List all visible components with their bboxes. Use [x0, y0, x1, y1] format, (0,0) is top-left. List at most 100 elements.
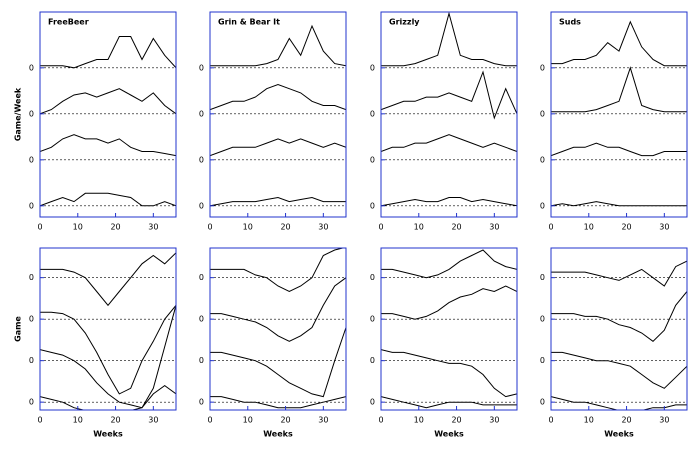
panel [381, 250, 517, 408]
series-line [381, 72, 517, 118]
x-tick-label: 20 [621, 416, 631, 425]
y-tick-label: 0 [370, 398, 375, 407]
series-line [551, 352, 687, 388]
series-line [551, 68, 687, 112]
series-line [40, 89, 176, 114]
x-tick-label: 10 [243, 223, 253, 232]
y-tick-label: 0 [540, 398, 545, 407]
series-line [551, 143, 687, 156]
chart: 00000102030FreeBeerGame/Week00000102030G… [0, 0, 694, 466]
y-tick-label: 0 [540, 356, 545, 365]
y-tick-label: 0 [199, 356, 204, 365]
series-line [40, 386, 176, 414]
x-tick-label: 20 [280, 416, 290, 425]
panel-frame [381, 12, 517, 217]
y-tick-label: 0 [199, 315, 204, 324]
series-line [210, 85, 346, 110]
x-tick-label: 30 [148, 416, 158, 425]
y-tick-label: 0 [370, 155, 375, 164]
panel-frame [210, 248, 346, 410]
x-tick-label: 20 [621, 223, 631, 232]
panel [210, 26, 346, 206]
series-line [381, 286, 517, 319]
y-tick-label: 0 [199, 201, 204, 210]
series-line [551, 292, 687, 342]
x-tick-label: 30 [659, 416, 669, 425]
panel [40, 253, 176, 413]
x-tick-label: 10 [584, 223, 594, 232]
y-tick-label: 0 [370, 356, 375, 365]
y-tick-label: 0 [540, 315, 545, 324]
series-line [210, 198, 346, 206]
x-tick-label: 0 [207, 223, 212, 232]
x-tick-label: 10 [73, 416, 83, 425]
panel [210, 247, 346, 408]
x-tick-label: 30 [489, 223, 499, 232]
series-line [40, 253, 176, 305]
y-tick-label: 0 [370, 63, 375, 72]
panel-frame [381, 248, 517, 410]
x-tick-label: 30 [659, 223, 669, 232]
panel [551, 22, 687, 206]
y-tick-label: 0 [29, 109, 34, 118]
series-line [40, 37, 176, 68]
x-tick-label: 20 [110, 223, 120, 232]
y-tick-label: 0 [199, 398, 204, 407]
series-line [381, 198, 517, 206]
x-tick-label: 0 [37, 416, 42, 425]
panel [40, 37, 176, 206]
panel-frame [551, 12, 687, 217]
series-line [551, 261, 687, 286]
y-tick-label: 0 [199, 109, 204, 118]
panel-frame [40, 248, 176, 410]
panel-title: FreeBeer [48, 18, 89, 27]
x-tick-label: 0 [207, 416, 212, 425]
x-tick-label: 0 [378, 223, 383, 232]
panel [551, 261, 687, 410]
x-tick-label: 0 [378, 416, 383, 425]
panel-frame [210, 12, 346, 217]
y-axis-label: Game/Week [14, 87, 23, 141]
x-tick-label: 30 [148, 223, 158, 232]
x-tick-label: 0 [548, 416, 553, 425]
y-tick-label: 0 [540, 155, 545, 164]
y-tick-label: 0 [540, 109, 545, 118]
series-line [40, 193, 176, 206]
series-line [210, 328, 346, 397]
y-tick-label: 0 [29, 201, 34, 210]
x-tick-label: 10 [414, 223, 424, 232]
series-line [551, 397, 687, 411]
panel-title: Suds [559, 18, 581, 27]
series-line [381, 250, 517, 278]
x-tick-label: 20 [451, 416, 461, 425]
x-tick-label: 30 [318, 416, 328, 425]
y-tick-label: 0 [370, 273, 375, 282]
series-line [551, 22, 687, 66]
x-tick-label: 10 [243, 416, 253, 425]
y-axis-label: Game [14, 316, 23, 342]
x-tick-label: 10 [414, 416, 424, 425]
x-tick-label: 20 [110, 416, 120, 425]
series-line [210, 26, 346, 66]
panel-title: Grin & Bear It [218, 18, 280, 27]
x-tick-label: 0 [548, 223, 553, 232]
y-tick-label: 0 [29, 273, 34, 282]
x-axis-label: Weeks [434, 430, 464, 439]
x-axis-label: Weeks [604, 430, 634, 439]
y-tick-label: 0 [199, 63, 204, 72]
series-line [40, 135, 176, 156]
x-axis-label: Weeks [263, 430, 293, 439]
series-line [210, 278, 346, 342]
panel-title: Grizzly [389, 18, 420, 27]
y-tick-label: 0 [199, 273, 204, 282]
x-tick-label: 30 [318, 223, 328, 232]
series-line [551, 202, 687, 206]
y-tick-label: 0 [29, 356, 34, 365]
y-tick-label: 0 [29, 155, 34, 164]
y-tick-label: 0 [29, 315, 34, 324]
y-tick-label: 0 [370, 315, 375, 324]
y-tick-label: 0 [199, 155, 204, 164]
series-line [210, 247, 346, 291]
series-line [381, 350, 517, 397]
series-line [210, 139, 346, 156]
